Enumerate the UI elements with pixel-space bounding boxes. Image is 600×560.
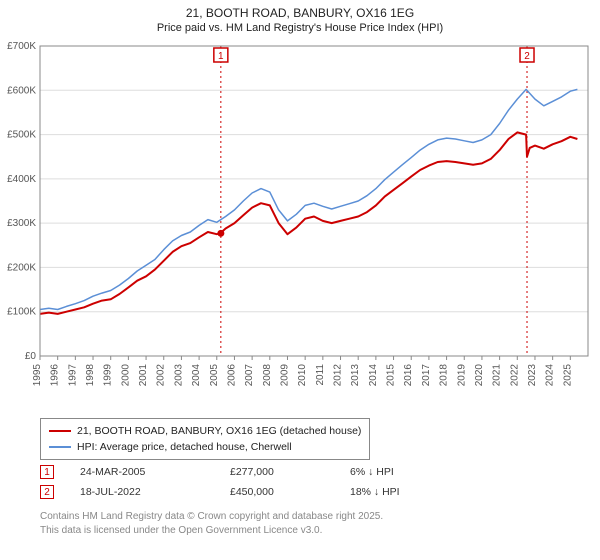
svg-text:2007: 2007 [244, 364, 255, 387]
svg-text:2000: 2000 [120, 364, 131, 387]
svg-text:1997: 1997 [67, 364, 78, 387]
svg-text:2003: 2003 [173, 364, 184, 387]
svg-text:2004: 2004 [191, 364, 202, 387]
svg-text:2017: 2017 [421, 364, 432, 387]
legend-label: HPI: Average price, detached house, Cher… [77, 441, 292, 453]
title-block: 21, BOOTH ROAD, BANBURY, OX16 1EG Price … [0, 0, 600, 34]
svg-text:2: 2 [524, 51, 530, 62]
attribution: Contains HM Land Registry data © Crown c… [40, 510, 383, 537]
svg-text:2021: 2021 [492, 364, 503, 387]
svg-text:2008: 2008 [262, 364, 273, 387]
title-address: 21, BOOTH ROAD, BANBURY, OX16 1EG [0, 6, 600, 20]
svg-text:1996: 1996 [50, 364, 61, 387]
svg-text:2006: 2006 [226, 364, 237, 387]
svg-text:1999: 1999 [103, 364, 114, 387]
svg-text:£400K: £400K [7, 174, 36, 185]
svg-text:2010: 2010 [297, 364, 308, 387]
svg-text:£0: £0 [25, 351, 37, 362]
svg-text:2002: 2002 [156, 364, 167, 387]
sale-diff: 6% ↓ HPI [350, 466, 470, 478]
title-subtitle: Price paid vs. HM Land Registry's House … [0, 22, 600, 34]
svg-text:£600K: £600K [7, 85, 36, 96]
svg-text:£200K: £200K [7, 262, 36, 273]
svg-text:2023: 2023 [527, 364, 538, 387]
svg-text:2020: 2020 [474, 364, 485, 387]
chart-container: 21, BOOTH ROAD, BANBURY, OX16 1EG Price … [0, 0, 600, 560]
legend: 21, BOOTH ROAD, BANBURY, OX16 1EG (detac… [40, 418, 370, 460]
svg-text:2009: 2009 [279, 364, 290, 387]
svg-text:1998: 1998 [85, 364, 96, 387]
svg-text:2015: 2015 [386, 364, 397, 387]
legend-swatch [49, 446, 71, 448]
svg-text:2016: 2016 [403, 364, 414, 387]
sale-diff: 18% ↓ HPI [350, 486, 470, 498]
sale-marker-icon: 2 [40, 485, 54, 499]
chart-area: £0 £100K £200K £300K £400K £500K £600K £700K 199… [0, 38, 600, 408]
attribution-line: Contains HM Land Registry data © Crown c… [40, 510, 383, 524]
sale-date: 18-JUL-2022 [80, 486, 230, 498]
sale-marker-icon: 1 [40, 465, 54, 479]
svg-text:2005: 2005 [209, 364, 220, 387]
svg-text:2014: 2014 [368, 364, 379, 387]
svg-text:£100K: £100K [7, 307, 36, 318]
svg-text:2013: 2013 [350, 364, 361, 387]
legend-item: HPI: Average price, detached house, Cher… [49, 439, 361, 455]
svg-text:£500K: £500K [7, 130, 36, 141]
legend-label: 21, BOOTH ROAD, BANBURY, OX16 1EG (detac… [77, 425, 361, 437]
line-chart: £0 £100K £200K £300K £400K £500K £600K £700K 199… [0, 38, 600, 408]
svg-text:2012: 2012 [333, 364, 344, 387]
svg-text:2011: 2011 [315, 364, 326, 386]
sale-row: 2 18-JUL-2022 £450,000 18% ↓ HPI [40, 482, 470, 502]
svg-text:2024: 2024 [545, 364, 556, 387]
sale-row: 1 24-MAR-2005 £277,000 6% ↓ HPI [40, 462, 470, 482]
svg-text:2018: 2018 [439, 364, 450, 387]
svg-text:£700K: £700K [7, 41, 36, 52]
legend-item: 21, BOOTH ROAD, BANBURY, OX16 1EG (detac… [49, 423, 361, 439]
svg-text:2019: 2019 [456, 364, 467, 387]
svg-text:£300K: £300K [7, 218, 36, 229]
svg-text:2022: 2022 [509, 364, 520, 387]
svg-text:2001: 2001 [138, 364, 149, 387]
sale-date: 24-MAR-2005 [80, 466, 230, 478]
sale-price: £450,000 [230, 486, 350, 498]
sale-price: £277,000 [230, 466, 350, 478]
sales-list: 1 24-MAR-2005 £277,000 6% ↓ HPI 2 18-JUL… [40, 462, 470, 502]
legend-swatch [49, 430, 71, 432]
svg-text:2025: 2025 [562, 364, 573, 387]
attribution-line: This data is licensed under the Open Gov… [40, 524, 383, 538]
svg-text:1995: 1995 [32, 364, 43, 387]
svg-text:1: 1 [218, 51, 224, 62]
